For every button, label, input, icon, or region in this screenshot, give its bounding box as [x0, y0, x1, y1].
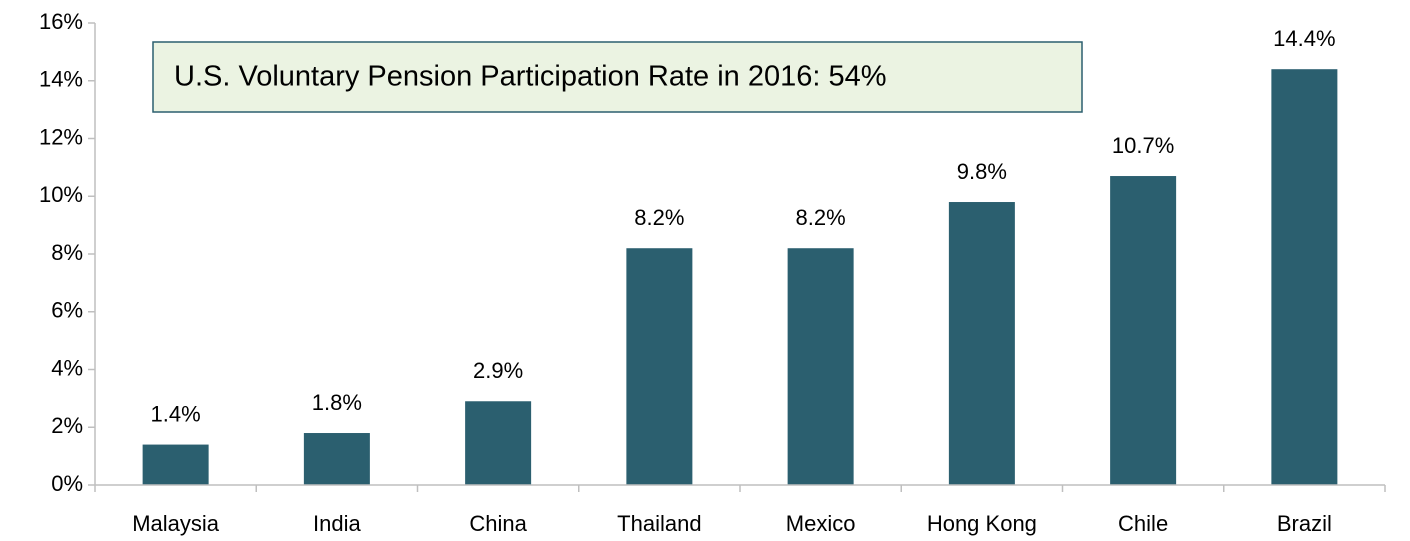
bar — [626, 248, 693, 485]
y-tick-label: 0% — [51, 471, 83, 496]
x-tick-label: China — [469, 511, 527, 536]
x-tick-label: Chile — [1118, 511, 1168, 536]
bar — [787, 248, 854, 485]
bar — [303, 433, 370, 485]
y-tick-label: 12% — [39, 124, 83, 149]
annotation: U.S. Voluntary Pension Participation Rat… — [174, 61, 887, 93]
value-label: 14.4% — [1273, 26, 1335, 51]
x-tick-label: Malaysia — [132, 511, 220, 536]
value-label: 9.8% — [957, 159, 1007, 184]
bar — [948, 202, 1015, 485]
y-tick-label: 4% — [51, 355, 83, 380]
y-tick-label: 10% — [39, 182, 83, 207]
y-tick-label: 14% — [39, 67, 83, 92]
bar — [1271, 69, 1338, 485]
x-tick-label: Thailand — [617, 511, 701, 536]
value-label: 8.2% — [634, 205, 684, 230]
x-tick-label: Hong Kong — [927, 511, 1037, 536]
y-tick-label: 8% — [51, 240, 83, 265]
x-tick-label: India — [313, 511, 361, 536]
x-tick-label: Mexico — [786, 511, 856, 536]
y-tick-label: 16% — [39, 9, 83, 34]
bar — [142, 444, 209, 485]
value-label: 10.7% — [1112, 133, 1174, 158]
value-label: 1.4% — [151, 401, 201, 426]
y-tick-label: 6% — [51, 298, 83, 323]
value-label: 8.2% — [796, 205, 846, 230]
annotation-box — [152, 41, 1083, 113]
y-tick-label: 2% — [51, 413, 83, 438]
x-tick-label: Brazil — [1277, 511, 1332, 536]
bar — [1110, 176, 1177, 485]
bar — [465, 401, 532, 485]
value-label: 1.8% — [312, 390, 362, 415]
value-label: 2.9% — [473, 358, 523, 383]
